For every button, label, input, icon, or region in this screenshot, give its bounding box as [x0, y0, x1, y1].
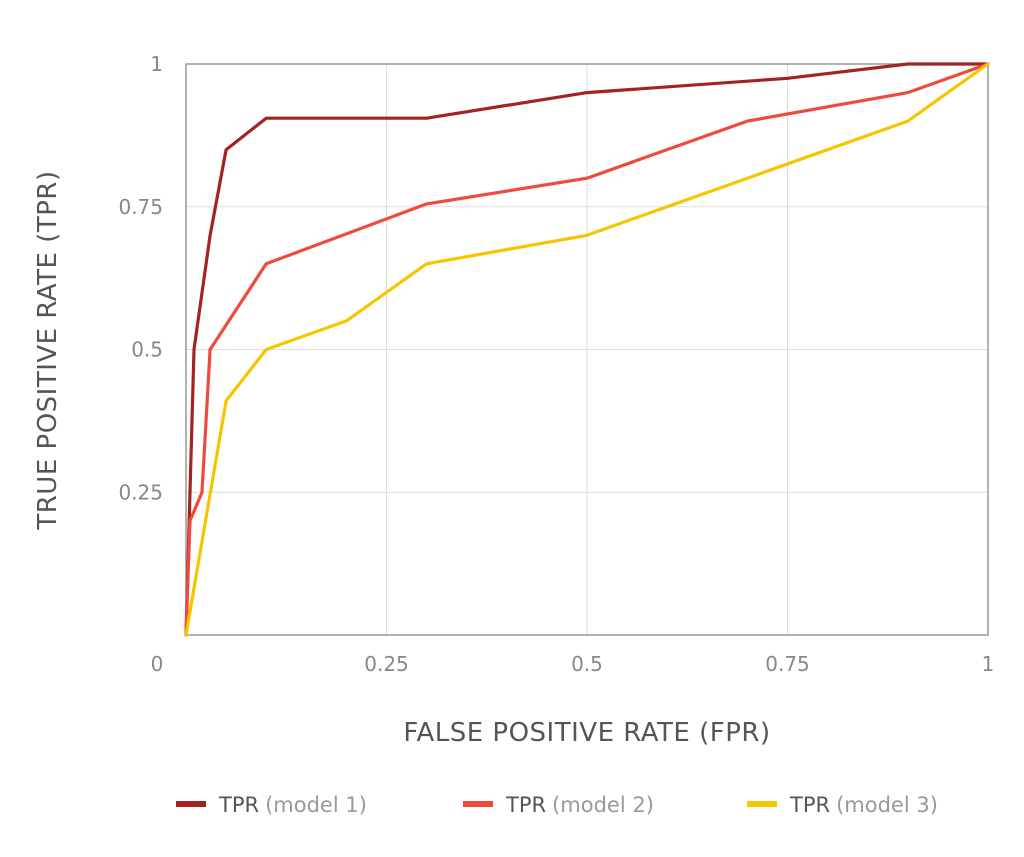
legend-swatch	[463, 801, 493, 807]
legend-series-name: TPR	[505, 793, 546, 817]
series-line-model-3	[184, 62, 990, 637]
plot-frame	[185, 63, 989, 636]
x-tick-label: 0.25	[364, 652, 409, 676]
x-tick-label: 1	[982, 652, 995, 676]
y-axis-ticks: 0.25 0.5 0.75 1	[118, 52, 163, 504]
legend-item-model-1: TPR (model 1)	[176, 793, 367, 817]
legend-item-model-2: TPR (model 2)	[463, 793, 654, 817]
legend-series-name: TPR	[218, 793, 259, 817]
x-tick-label: 0.75	[765, 652, 810, 676]
legend-series-suffix: (model 1)	[265, 793, 367, 817]
series-line-model-2	[184, 62, 990, 637]
y-tick-label: 0.5	[131, 338, 163, 362]
y-tick-label: 0.25	[118, 480, 163, 504]
legend-label: TPR (model 2)	[505, 793, 654, 817]
legend-series-name: TPR	[789, 793, 830, 817]
legend-label: TPR (model 1)	[218, 793, 367, 817]
legend-series-suffix: (model 2)	[552, 793, 654, 817]
legend: TPR (model 1) TPR (model 2) TPR (model 3)	[176, 793, 938, 817]
y-tick-label: 0.75	[118, 195, 163, 219]
x-axis-ticks: 0 0.25 0.5 0.75 1	[151, 652, 995, 676]
legend-swatch	[176, 801, 206, 807]
series-lines	[184, 62, 990, 637]
series-line-model-1	[184, 62, 990, 637]
y-tick-label: 1	[150, 52, 163, 76]
y-axis-title: TRUE POSITIVE RATE (TPR)	[33, 170, 63, 530]
legend-label: TPR (model 3)	[789, 793, 938, 817]
grid-lines	[186, 64, 988, 635]
legend-series-suffix: (model 3)	[836, 793, 938, 817]
legend-item-model-3: TPR (model 3)	[747, 793, 938, 817]
x-tick-label: 0.5	[571, 652, 603, 676]
x-tick-label: 0	[151, 652, 164, 676]
x-axis-title: FALSE POSITIVE RATE (FPR)	[403, 718, 770, 748]
legend-swatch	[747, 801, 777, 807]
